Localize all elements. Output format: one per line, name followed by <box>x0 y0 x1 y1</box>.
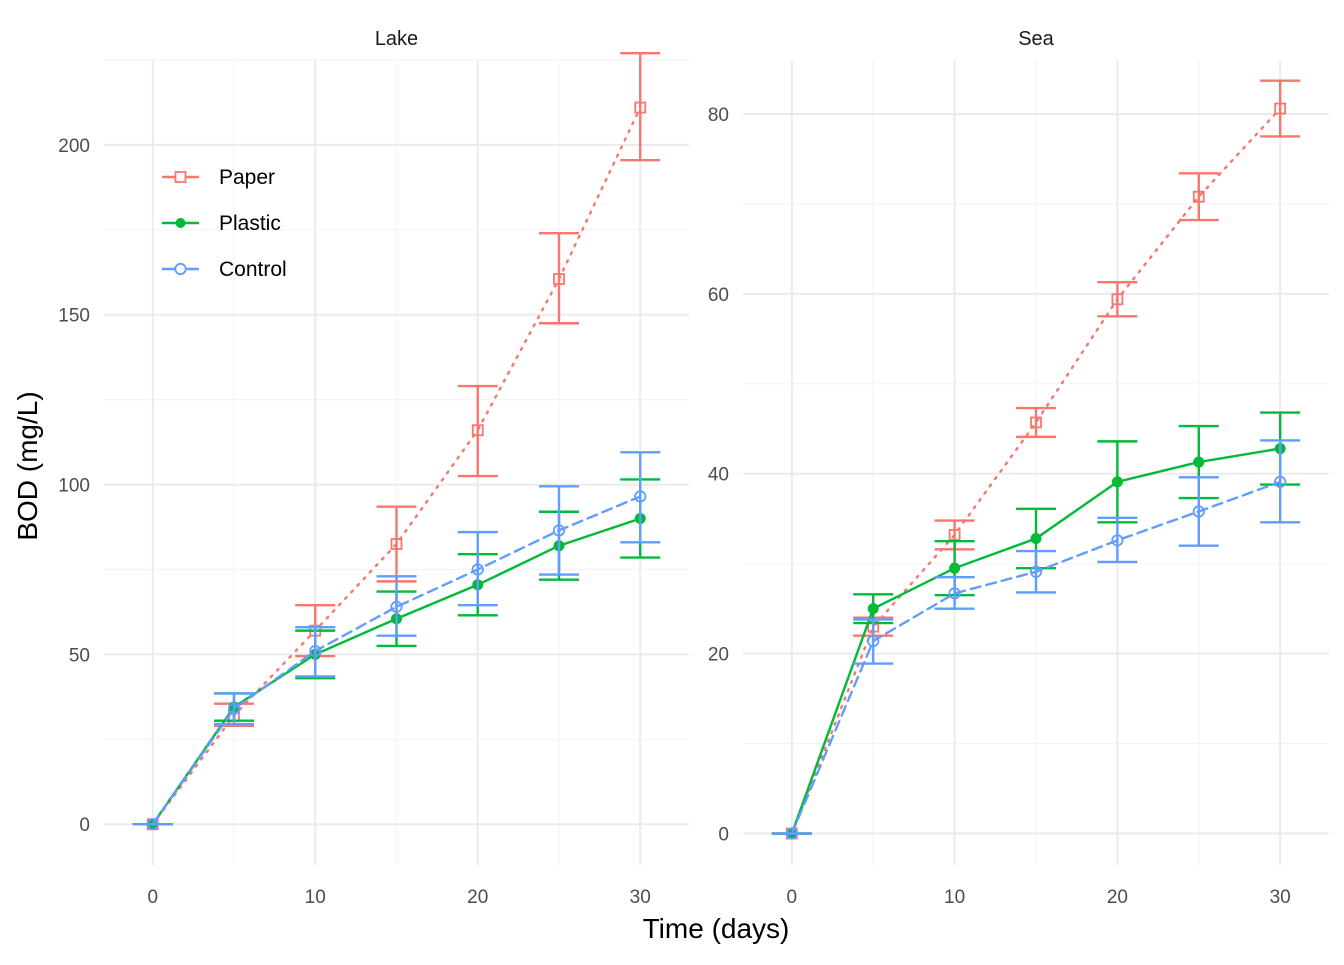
legend: Paper Plastic Control <box>162 166 287 281</box>
x-tick-label: 10 <box>944 887 965 908</box>
panel-lake: Lake 0 10 20 30 0 50 100 150 200 <box>58 28 689 908</box>
x-tick-label: 30 <box>630 887 651 908</box>
panel-title-lake: Lake <box>375 28 418 50</box>
data-point <box>390 538 403 550</box>
data-point <box>1274 102 1287 115</box>
error-bar <box>457 384 498 478</box>
data-point <box>867 634 880 648</box>
data-point <box>1192 190 1205 203</box>
y-tick-label: 100 <box>58 476 90 497</box>
data-point <box>1193 456 1205 468</box>
data-point <box>146 818 159 831</box>
series-line <box>151 495 642 826</box>
data-point <box>471 424 484 437</box>
x-tick-label: 10 <box>305 887 326 908</box>
y-tick-label: 0 <box>718 825 729 846</box>
legend-marker <box>174 262 187 276</box>
series-control-lake <box>132 451 661 831</box>
y-tick-label: 150 <box>58 306 90 327</box>
error-bar <box>376 575 417 637</box>
error-bar <box>1178 172 1219 222</box>
data-point <box>1030 416 1042 429</box>
y-axis-title: BOD (mg/L) <box>12 391 43 540</box>
legend-item-plastic: Plastic <box>162 212 281 235</box>
data-point <box>948 529 961 541</box>
data-point <box>634 101 647 114</box>
data-point <box>1111 476 1123 488</box>
panel-title-sea: Sea <box>1018 28 1054 50</box>
legend-label: Control <box>219 258 287 281</box>
data-point <box>785 827 798 840</box>
x-tick-label: 0 <box>787 887 798 908</box>
data-point <box>227 702 241 715</box>
legend-label: Paper <box>219 166 275 189</box>
data-point <box>1030 533 1042 545</box>
y-tick-label: 20 <box>708 645 729 666</box>
data-point <box>309 644 322 658</box>
data-point <box>634 490 647 503</box>
data-point <box>1029 565 1043 578</box>
data-point <box>553 273 565 285</box>
data-point <box>948 587 961 600</box>
legend-marker <box>175 218 186 228</box>
data-point <box>1192 505 1205 518</box>
legend-marker <box>174 171 187 183</box>
error-bar <box>214 692 254 726</box>
panel-sea: Sea 0 10 20 30 0 20 40 60 80 <box>708 28 1329 908</box>
y-tick-label: 0 <box>79 815 90 836</box>
error-bar <box>1016 406 1056 439</box>
y-tick-label: 200 <box>58 136 90 157</box>
data-point <box>1274 475 1287 488</box>
legend-item-paper: Paper <box>162 166 275 189</box>
data-point <box>1111 293 1124 306</box>
legend-item-control: Control <box>162 258 287 281</box>
x-tick-label: 30 <box>1270 887 1291 908</box>
data-point <box>390 600 403 613</box>
data-point <box>471 563 484 576</box>
y-tick-label: 60 <box>708 285 729 306</box>
x-tick-label: 0 <box>147 887 158 908</box>
series-line <box>790 480 1282 835</box>
y-tick-label: 80 <box>708 105 729 126</box>
legend-label: Plastic <box>219 212 281 235</box>
data-point <box>1111 534 1124 547</box>
data-point <box>867 603 879 615</box>
x-tick-label: 20 <box>1107 887 1128 908</box>
y-tick-label: 40 <box>708 465 729 486</box>
data-point <box>552 524 566 537</box>
series-control-sea <box>771 439 1301 840</box>
x-tick-label: 20 <box>467 887 488 908</box>
data-point <box>949 562 961 574</box>
y-tick-label: 50 <box>69 645 90 666</box>
x-axis-title: Time (days) <box>643 913 790 944</box>
